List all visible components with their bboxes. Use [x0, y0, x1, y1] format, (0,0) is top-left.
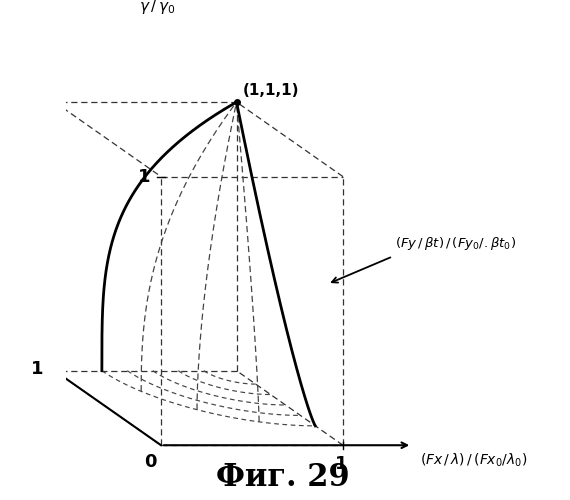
Text: $(Fx\,/\,\lambda)\,/\,(Fx_0/\lambda_0)$: $(Fx\,/\,\lambda)\,/\,(Fx_0/\lambda_0)$ — [420, 452, 528, 469]
Text: Фиг. 29: Фиг. 29 — [215, 462, 349, 493]
Text: (1,1,1): (1,1,1) — [243, 82, 299, 98]
Text: 0: 0 — [144, 453, 156, 471]
Text: 1: 1 — [335, 455, 347, 473]
Text: $(Fy\,/\,\beta t)\,/\,(Fy_0/.\beta t_0)$: $(Fy\,/\,\beta t)\,/\,(Fy_0/.\beta t_0)$ — [395, 235, 516, 252]
Text: $\gamma\,/\,\gamma_0$: $\gamma\,/\,\gamma_0$ — [139, 0, 175, 16]
Text: 1: 1 — [138, 168, 150, 186]
Text: 1: 1 — [31, 360, 44, 378]
